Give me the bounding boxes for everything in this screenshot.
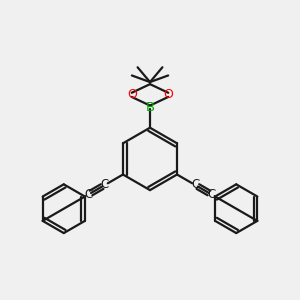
Text: C: C — [208, 188, 216, 201]
Text: C: C — [101, 178, 109, 191]
Text: C: C — [191, 178, 199, 191]
Text: O: O — [127, 88, 137, 101]
Text: B: B — [146, 101, 154, 114]
Text: O: O — [163, 88, 173, 101]
Text: C: C — [84, 188, 92, 201]
